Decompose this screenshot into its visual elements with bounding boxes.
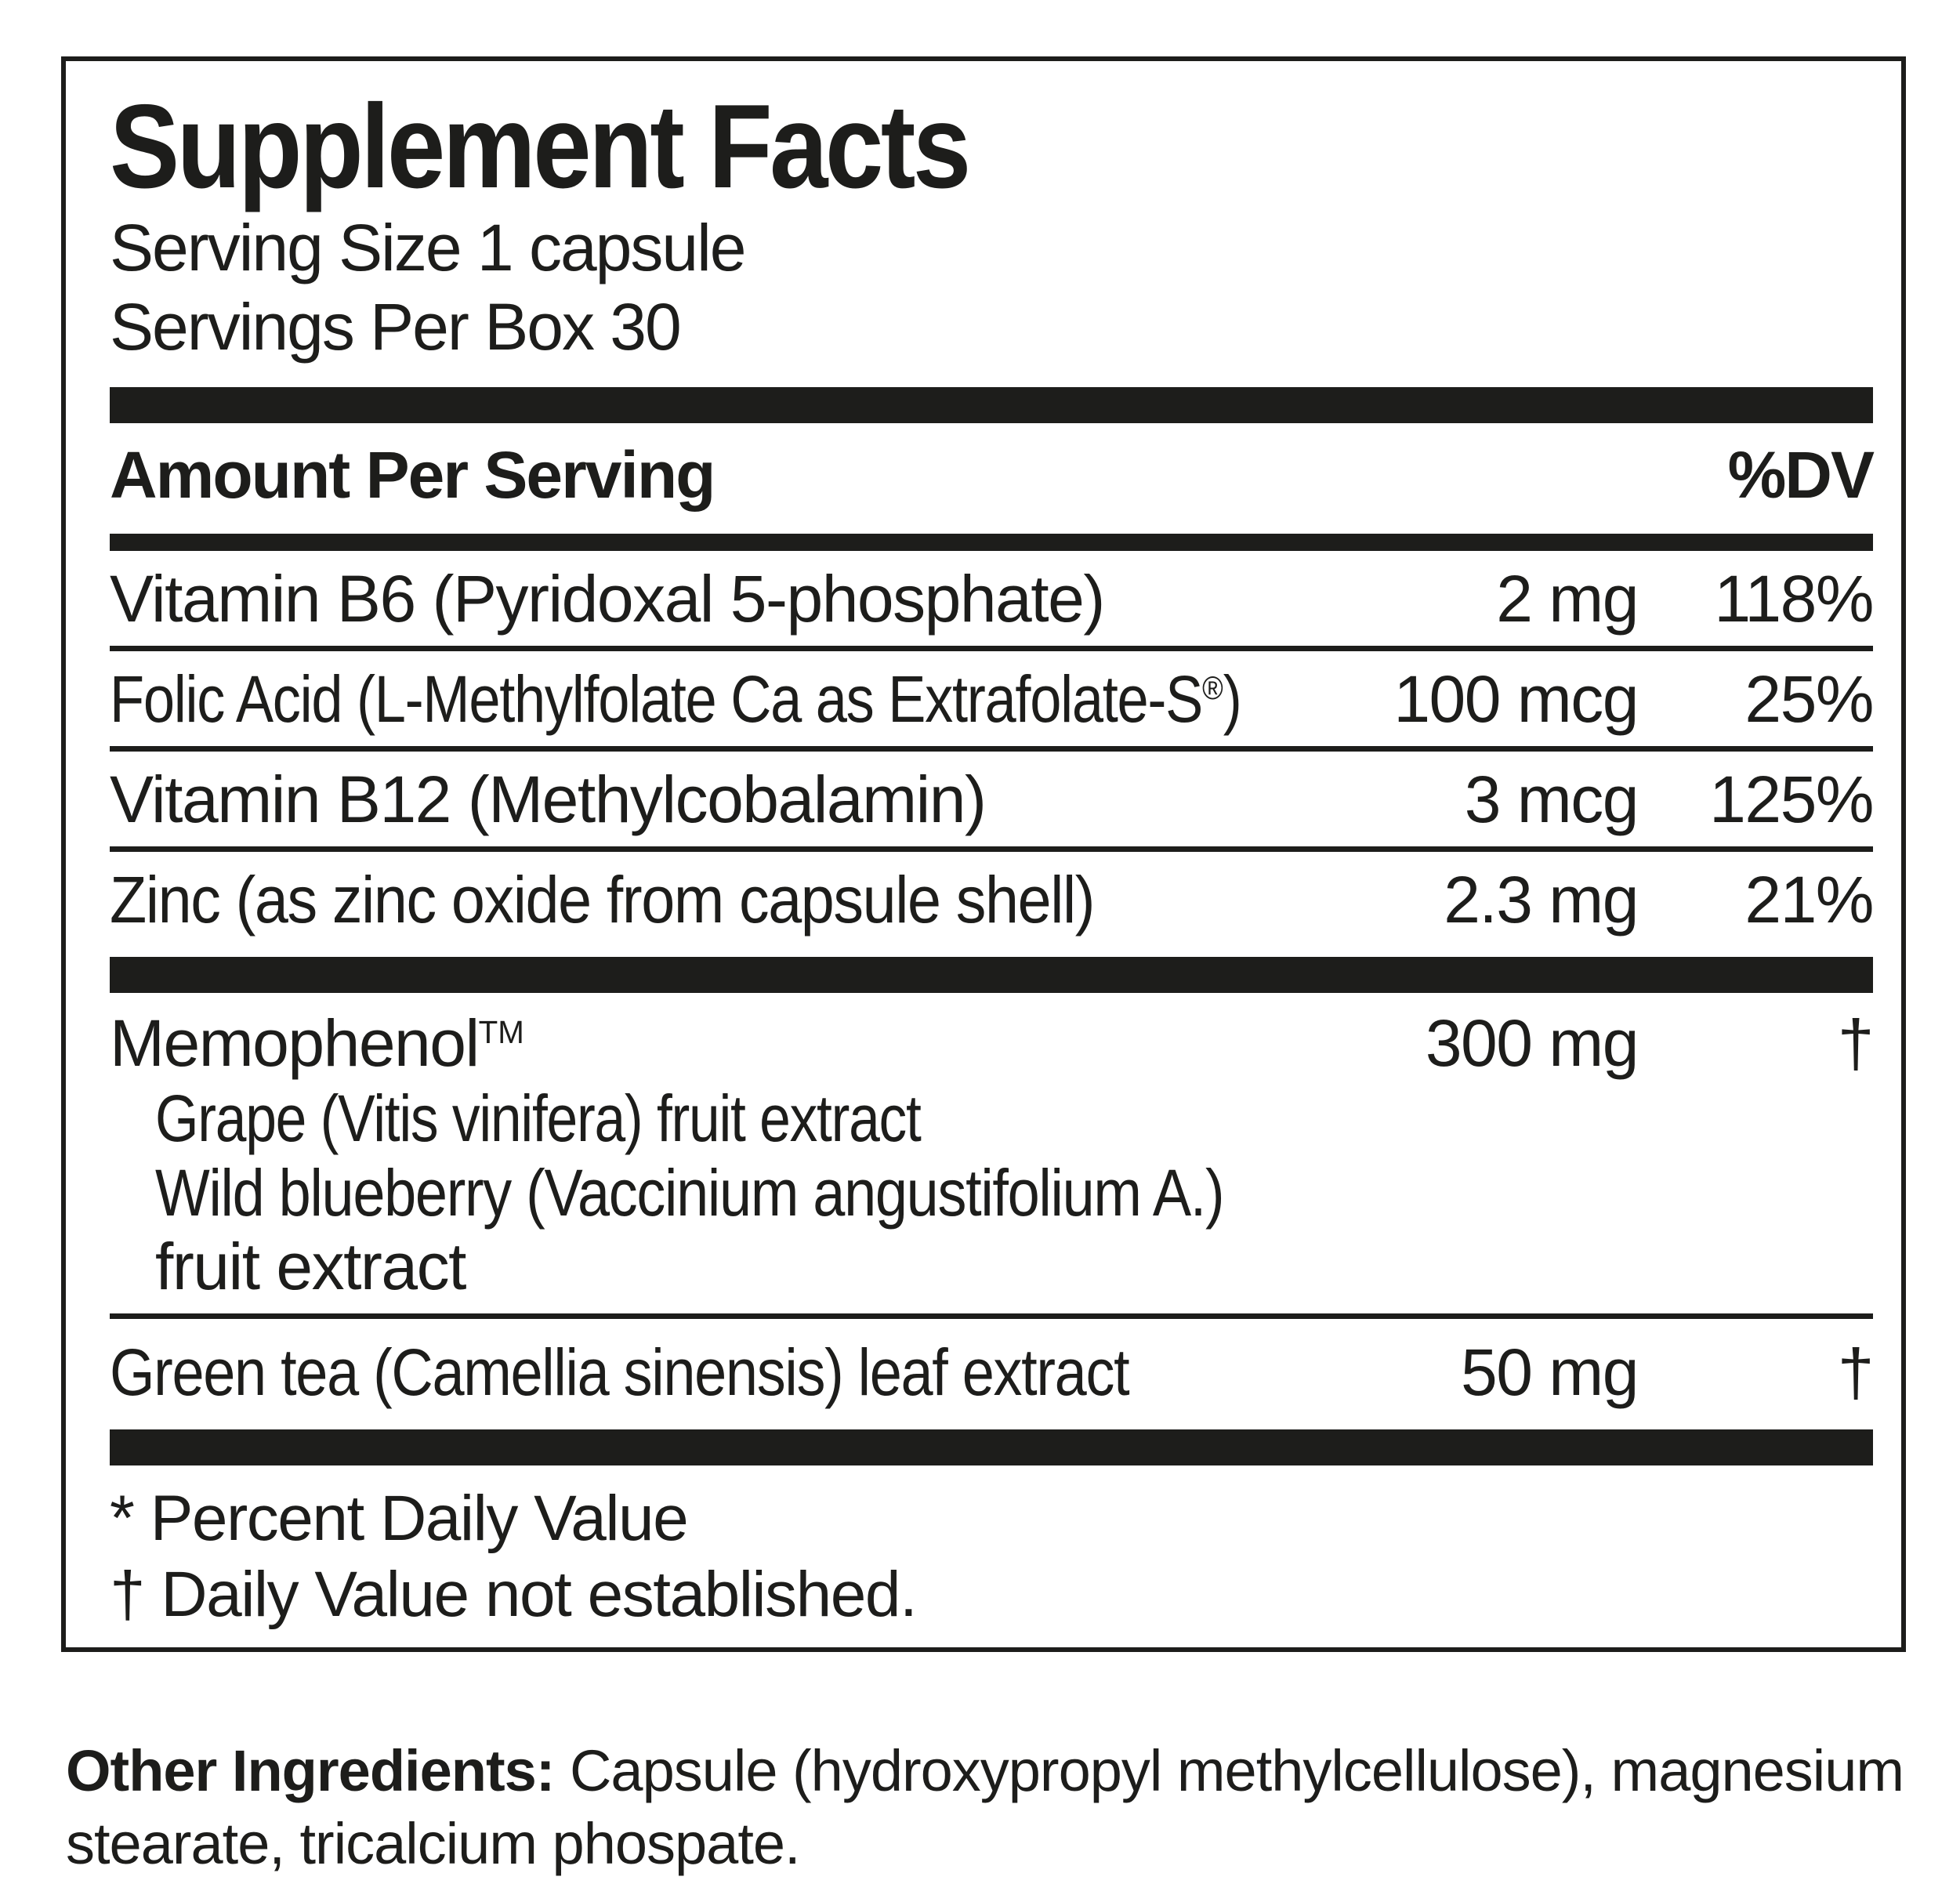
registered-mark: ® bbox=[1202, 668, 1223, 706]
ingredient-name: Folic Acid (L-Methylfolate Ca as Extrafo… bbox=[110, 661, 1242, 736]
ingredient-name: Vitamin B12 (Methylcobalamin) bbox=[110, 762, 987, 836]
ingredient-name: Vitamin B6 (Pyridoxal 5-phosphate) bbox=[110, 561, 1105, 636]
ingredient-dv: 118% bbox=[1714, 561, 1874, 636]
page-title: Supplement Facts bbox=[110, 85, 1873, 208]
ingredient-amount: 100 mcg bbox=[1393, 661, 1639, 736]
divider-bar-thick-top bbox=[110, 386, 1873, 423]
table-row: Vitamin B12 (Methylcobalamin) 3 mcg 125% bbox=[110, 752, 1875, 852]
ingredient-amount: 300 mg bbox=[1425, 1005, 1639, 1080]
ingredient-amount: 2 mg bbox=[1496, 561, 1639, 636]
other-ingredients-text: Other Ingredients: Capsule (hydroxypropy… bbox=[66, 1738, 1904, 1876]
servings-per-box-line: Servings Per Box 30 bbox=[110, 289, 682, 364]
blend-row: MemophenolTM 300 mg † bbox=[110, 993, 1875, 1081]
divider-bar-thick-middle bbox=[110, 956, 1873, 993]
table-row: Green tea (Camellia sinensis) leaf extra… bbox=[110, 1319, 1875, 1429]
ingredient-amount: 2.3 mg bbox=[1444, 862, 1639, 937]
blend-sub-line: Grape (Vitis vinifera) fruit extract bbox=[155, 1081, 922, 1155]
supplement-facts-panel: Supplement Facts Serving Size 1 capsule … bbox=[61, 56, 1906, 1652]
other-ingredients-label: Other Ingredients: bbox=[66, 1738, 555, 1803]
footnote-line: * Percent Daily Value bbox=[110, 1483, 689, 1555]
footnote-line: † Daily Value not established. bbox=[110, 1559, 918, 1631]
ingredient-name: Zinc (as zinc oxide from capsule shell) bbox=[110, 862, 1096, 937]
ingredient-name: Green tea (Camellia sinensis) leaf extra… bbox=[110, 1335, 1130, 1410]
footnotes: * Percent Daily Value † Daily Value not … bbox=[110, 1481, 1873, 1633]
ingredient-dv: 21% bbox=[1744, 862, 1874, 937]
ingredient-dv: 125% bbox=[1709, 762, 1874, 836]
table-row: Vitamin B6 (Pyridoxal 5-phosphate) 2 mg … bbox=[110, 551, 1875, 651]
ingredient-dv: † bbox=[1837, 1005, 1875, 1080]
divider-bar-thick-bottom bbox=[110, 1429, 1873, 1466]
amount-per-serving-header: Amount Per Serving bbox=[110, 437, 716, 512]
ingredient-dv: † bbox=[1837, 1335, 1875, 1410]
page-title-text: Supplement Facts bbox=[110, 80, 971, 213]
ingredient-name: MemophenolTM bbox=[110, 1005, 524, 1080]
table-header-row: Amount Per Serving %DV bbox=[110, 423, 1875, 534]
serving-size-line: Serving Size 1 capsule bbox=[110, 211, 746, 285]
table-row: Folic Acid (L-Methylfolate Ca as Extrafo… bbox=[110, 651, 1875, 752]
ingredient-amount: 50 mg bbox=[1461, 1335, 1639, 1410]
ingredient-amount: 3 mcg bbox=[1464, 762, 1639, 836]
ingredient-dv: 25% bbox=[1744, 661, 1874, 736]
divider-rule-thin bbox=[110, 1313, 1873, 1320]
dv-header: %DV bbox=[1727, 437, 1875, 512]
divider-bar-medium bbox=[110, 533, 1873, 551]
blend-sub-line: Wild blueberry (Vaccinium angustifolium … bbox=[155, 1155, 1225, 1230]
blend-sub-line: fruit extract bbox=[155, 1230, 466, 1304]
table-row: Zinc (as zinc oxide from capsule shell) … bbox=[110, 852, 1875, 957]
trademark-mark: TM bbox=[478, 1013, 524, 1050]
